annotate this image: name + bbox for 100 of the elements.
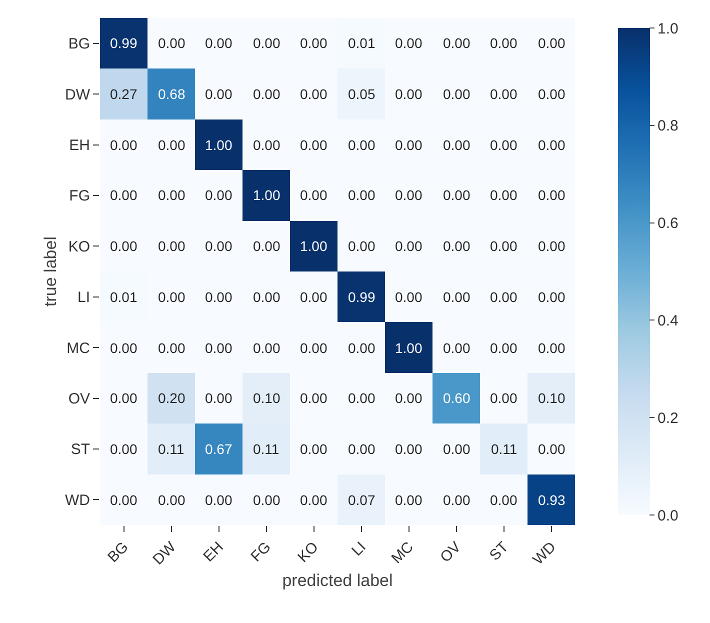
- y-tick-label: WD: [65, 492, 90, 509]
- data-label: 0.00: [253, 492, 280, 508]
- x-tick-label: FG: [248, 538, 274, 566]
- data-label: 0.00: [158, 187, 186, 203]
- data-label: 0.00: [158, 35, 186, 51]
- x-tick-label: DW: [150, 538, 180, 568]
- data-label: 0.00: [253, 137, 280, 153]
- data-label: 0.00: [490, 35, 518, 51]
- data-label: 0.00: [110, 187, 138, 203]
- data-label: 0.68: [158, 86, 186, 102]
- data-label: 0.00: [205, 187, 232, 203]
- data-label: 0.00: [300, 441, 328, 457]
- data-label: 0.00: [395, 441, 422, 457]
- x-tick-label: EH: [200, 538, 227, 566]
- data-label: 0.00: [443, 86, 470, 102]
- data-label: 0.00: [300, 86, 328, 102]
- y-tick-label: DW: [65, 86, 91, 104]
- data-label: 0.67: [205, 441, 232, 457]
- data-label: 0.00: [205, 238, 232, 254]
- y-tick-label: FG: [69, 188, 90, 205]
- y-tick-label: LI: [77, 289, 90, 306]
- data-label: 0.00: [538, 35, 566, 51]
- data-label: 0.99: [348, 289, 376, 305]
- x-tick-label: BG: [104, 538, 132, 566]
- data-label: 0.27: [110, 86, 138, 102]
- data-label: 0.00: [158, 492, 186, 508]
- data-label: 0.00: [538, 137, 566, 153]
- x-tick-label: MC: [388, 538, 417, 568]
- data-label: 0.10: [538, 390, 566, 406]
- data-label: 0.99: [110, 35, 138, 51]
- data-label: 0.00: [395, 187, 422, 203]
- color-bar-label: 0.6: [658, 215, 678, 232]
- y-tick-label: KO: [68, 238, 90, 256]
- data-label: 0.00: [443, 492, 470, 508]
- data-label: 0.00: [205, 390, 232, 406]
- x-tick-label: OV: [437, 538, 464, 566]
- data-label: 0.00: [538, 289, 566, 305]
- data-label: 0.00: [110, 340, 138, 356]
- data-label: 0.00: [395, 35, 422, 51]
- data-label: 0.00: [443, 441, 470, 457]
- y-tick-label: BG: [68, 36, 90, 53]
- data-label: 0.00: [205, 492, 232, 508]
- data-label: 0.05: [348, 86, 376, 102]
- y-tick-label: OV: [68, 390, 90, 408]
- data-label: 0.00: [490, 390, 518, 406]
- data-label: 0.01: [348, 35, 376, 51]
- data-label: 0.00: [205, 35, 232, 51]
- data-label: 0.11: [253, 441, 280, 457]
- data-label: 0.00: [253, 86, 280, 102]
- x-tick-label: ST: [486, 538, 512, 564]
- data-label: 0.00: [490, 492, 518, 508]
- data-label: 0.00: [348, 441, 376, 457]
- color-bar-label: 1.0: [658, 20, 678, 38]
- data-label: 0.93: [538, 492, 566, 508]
- data-label: 0.00: [300, 187, 328, 203]
- y-axis-title: true label: [41, 236, 60, 306]
- data-label: 0.00: [348, 137, 376, 153]
- data-label: 0.00: [158, 289, 186, 305]
- x-axis-title: predicted label: [282, 571, 393, 590]
- data-label: 0.00: [205, 340, 232, 356]
- data-label: 0.00: [158, 238, 186, 254]
- y-tick-label: EH: [69, 137, 90, 154]
- data-label: 0.00: [253, 35, 280, 51]
- data-label: 0.00: [205, 289, 232, 305]
- data-label: 0.00: [443, 340, 470, 356]
- data-label: 0.00: [490, 289, 518, 305]
- data-label: 0.00: [110, 137, 138, 153]
- data-label: 0.00: [348, 187, 376, 203]
- data-label: 1.00: [253, 187, 280, 203]
- data-label: 0.00: [300, 289, 328, 305]
- x-tick-label: LI: [348, 538, 370, 560]
- data-label: 0.00: [395, 289, 422, 305]
- data-label: 0.00: [538, 187, 566, 203]
- data-label: 0.00: [348, 390, 376, 406]
- data-label: 0.00: [110, 238, 138, 254]
- data-label: 0.00: [538, 238, 566, 254]
- data-label: 0.00: [253, 340, 280, 356]
- data-label: 0.00: [110, 441, 138, 457]
- data-label: 0.00: [443, 137, 470, 153]
- data-label: 0.00: [300, 390, 328, 406]
- data-label: 0.00: [538, 86, 566, 102]
- data-label: 0.00: [205, 86, 232, 102]
- data-label: 0.11: [158, 441, 184, 457]
- data-label: 0.00: [490, 340, 518, 356]
- data-label: 0.00: [395, 238, 422, 254]
- data-label: 0.00: [348, 238, 376, 254]
- data-label: 0.00: [253, 289, 280, 305]
- data-label: 0.01: [110, 289, 138, 305]
- data-label: 0.60: [443, 390, 470, 406]
- data-label: 0.00: [490, 187, 518, 203]
- data-label: 0.00: [490, 86, 518, 102]
- data-label: 0.00: [395, 86, 422, 102]
- data-label: 0.00: [300, 492, 328, 508]
- data-label: 0.00: [538, 340, 566, 356]
- data-label: 0.00: [300, 340, 328, 356]
- data-label: 1.00: [300, 238, 328, 254]
- data-label: 0.07: [348, 492, 376, 508]
- data-label: 0.00: [300, 35, 328, 51]
- data-label: 0.00: [395, 137, 422, 153]
- data-label: 1.00: [205, 137, 232, 153]
